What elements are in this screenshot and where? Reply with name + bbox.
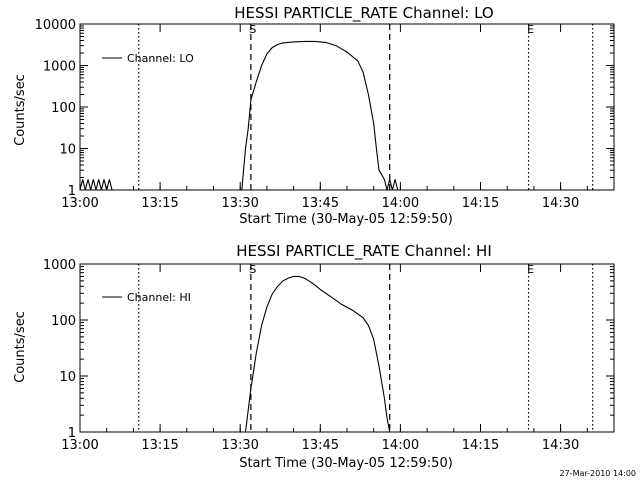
legend-label: Channel: LO [127, 52, 194, 65]
x-tick-label: 14:00 [382, 438, 419, 453]
y-axis-label: Counts/sec [13, 311, 28, 383]
chart-panel-lo: HESSI PARTICLE_RATE Channel: LO Counts/s… [13, 4, 615, 227]
x-tick-label: 14:30 [542, 196, 579, 211]
y-tick-label: 10 [59, 143, 76, 158]
plot-frame [79, 23, 615, 191]
y-tick-label: 1 [68, 184, 76, 199]
x-tick-label: 14:00 [382, 196, 419, 211]
y-tick-label: 10 [59, 370, 76, 385]
y-tick-label: 100 [51, 101, 76, 116]
x-tick-label: 14:15 [462, 196, 499, 211]
series-line [79, 40, 401, 191]
time-marker-label: S [249, 263, 256, 276]
y-tick-label: 1000 [43, 60, 76, 75]
x-axis-label: Start Time (30-May-05 12:59:50) [239, 212, 453, 227]
chart-marks: 13:00 13:15 13:30 13:45 14:00 14:15 14:30 1 10 10… [43, 258, 615, 453]
x-tick-label: 14:15 [462, 438, 499, 453]
chart-title: HESSI PARTICLE_RATE Channel: HI [236, 242, 492, 261]
x-tick-label: 14:30 [542, 438, 579, 453]
y-tick-label: 1000 [43, 258, 76, 273]
y-tick-label: 100 [51, 314, 76, 329]
time-marker-label: E [527, 263, 534, 276]
series-line [244, 275, 391, 433]
x-tick-label: 13:15 [141, 196, 178, 211]
time-marker-label: E [527, 23, 534, 36]
legend-label: Channel: HI [127, 291, 191, 304]
plot-frame [79, 263, 615, 433]
x-tick-label: 13:30 [221, 196, 258, 211]
x-tick-label: 13:45 [302, 196, 339, 211]
footer-timestamp: 27-Mar-2010 14:00 [560, 469, 637, 478]
x-tick-label: 13:15 [141, 438, 178, 453]
x-tick-label: 13:30 [221, 438, 258, 453]
x-tick-label: 13:45 [302, 438, 339, 453]
y-tick-label: 10000 [35, 18, 76, 33]
chart-marks: 13:00 13:15 13:30 13:45 14:00 14:15 14:30 1 10 10… [35, 18, 615, 211]
chart-title: HESSI PARTICLE_RATE Channel: LO [234, 4, 493, 23]
x-tick-label: 13:00 [61, 438, 98, 453]
x-axis-label: Start Time (30-May-05 12:59:50) [239, 456, 453, 471]
y-tick-label: 1 [68, 426, 76, 441]
time-marker-label: S [249, 23, 256, 36]
x-tick-label: 13:00 [61, 196, 98, 211]
y-axis-label: Counts/sec [13, 74, 28, 146]
chart-panel-hi: HESSI PARTICLE_RATE Channel: HI Counts/s… [13, 242, 615, 471]
